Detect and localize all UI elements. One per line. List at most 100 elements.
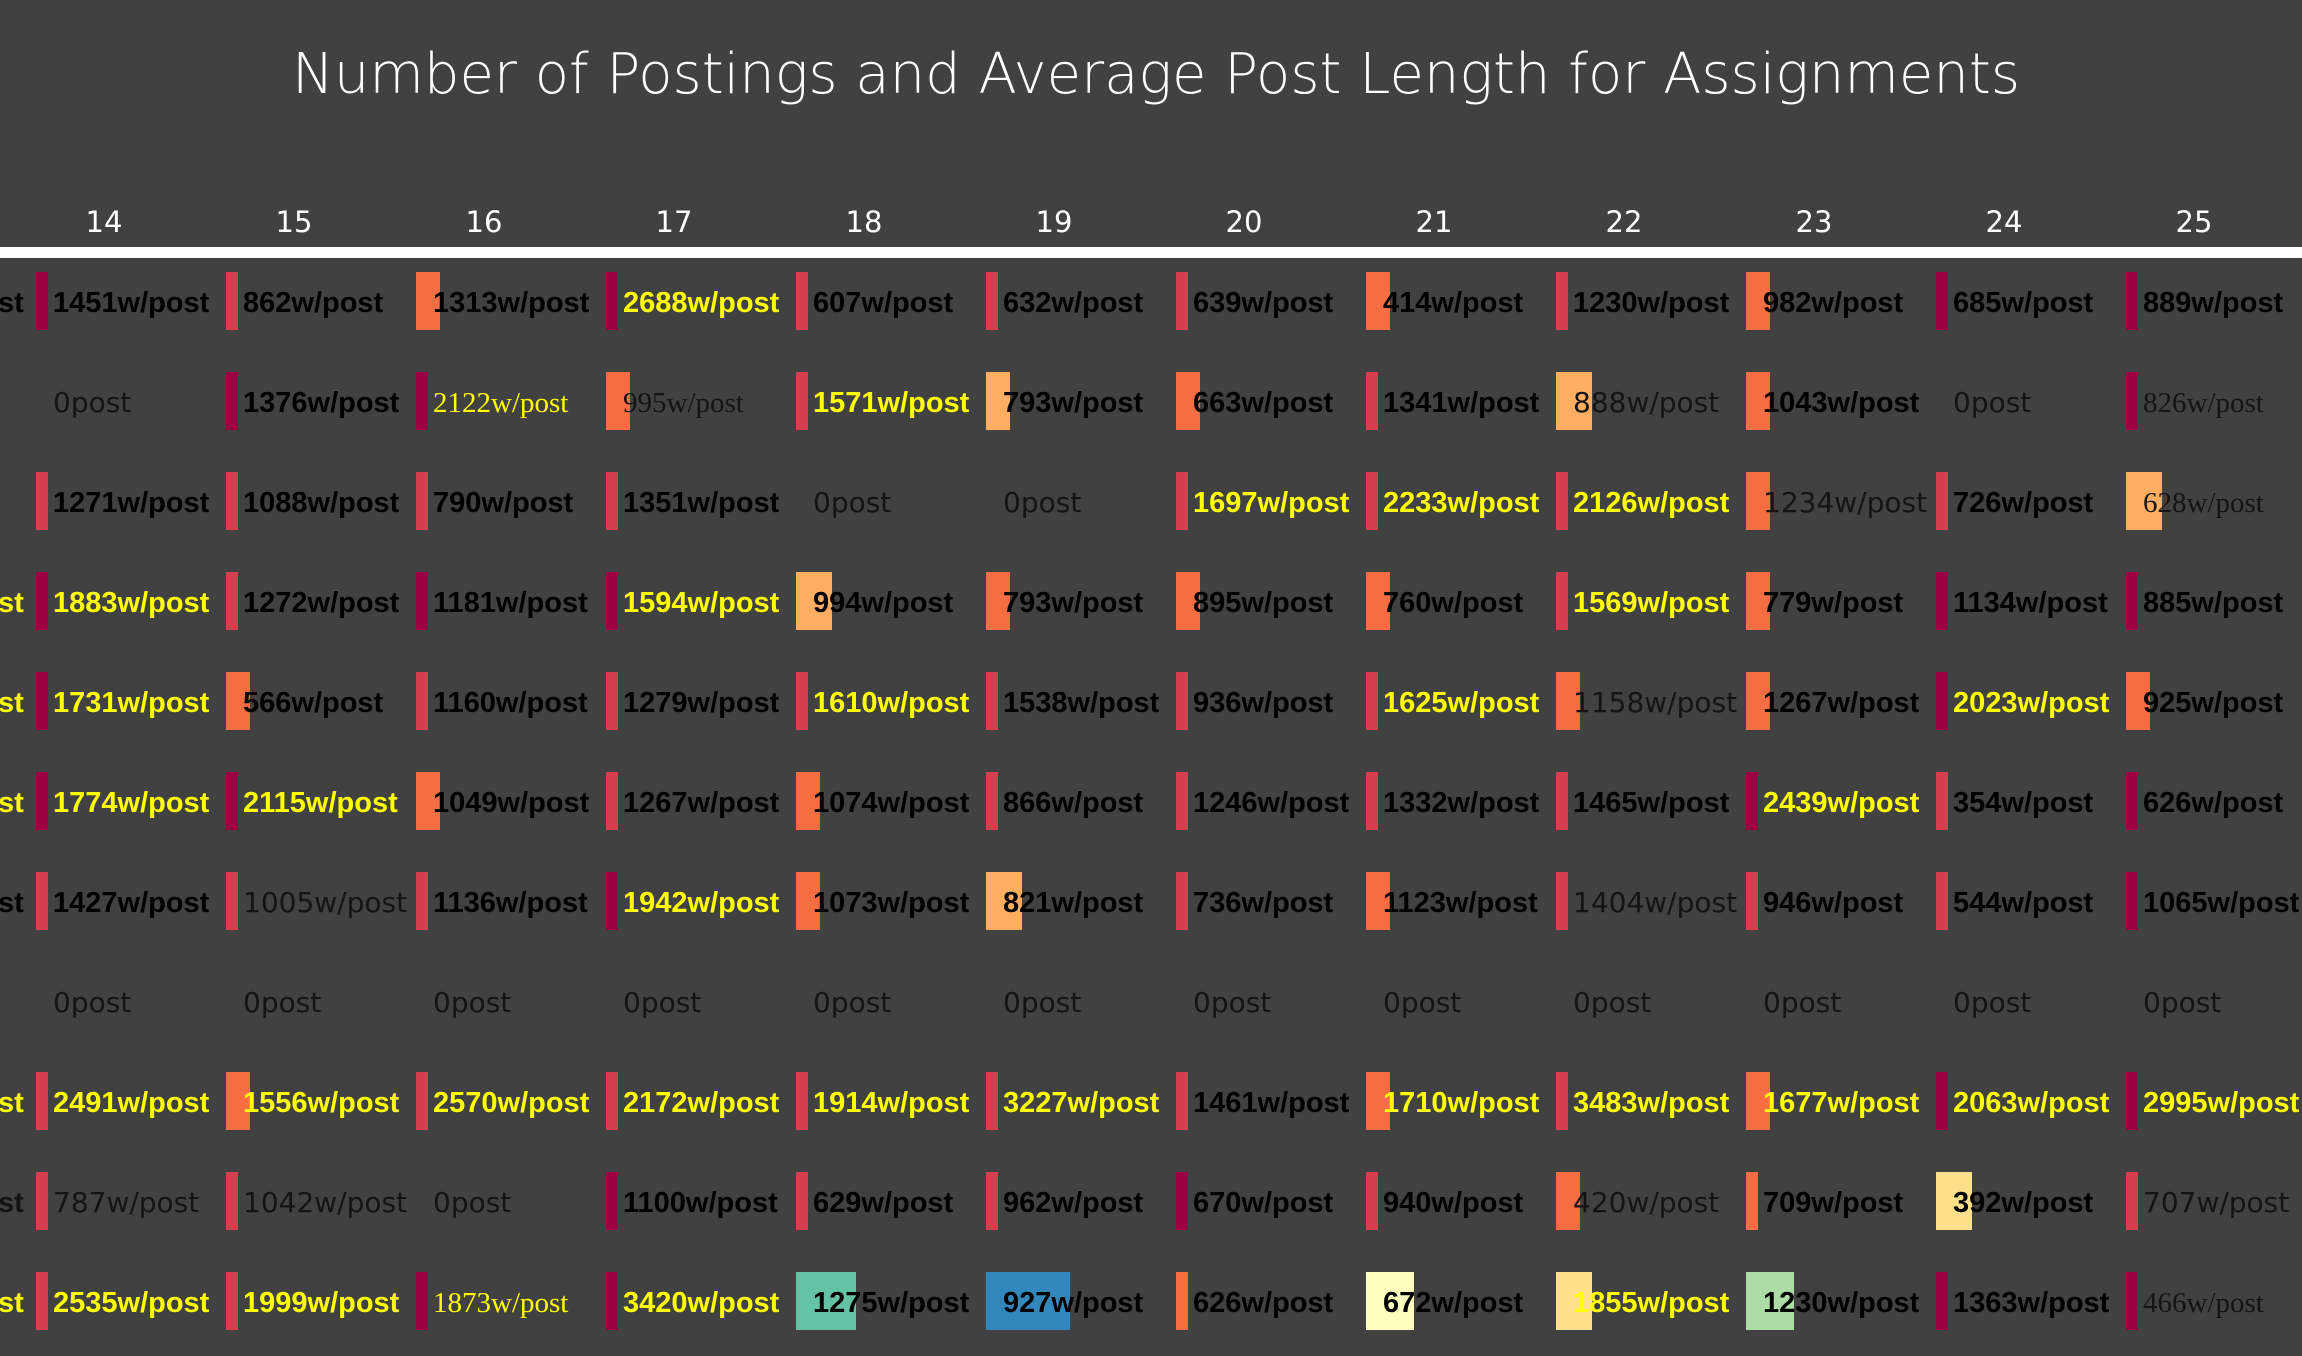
cell-bar (226, 772, 238, 830)
cell-bar (1746, 1272, 1794, 1330)
cell-label: 1074w/post (813, 787, 970, 819)
cell-label: 420w/post (1573, 1186, 1719, 1219)
cell-bar (416, 1072, 428, 1130)
column-header-18: 18 (846, 205, 883, 239)
cell-label: 663w/post (1193, 387, 1334, 419)
column-header-16: 16 (466, 205, 503, 239)
cell-bar (1746, 772, 1758, 830)
cell-label: 607w/post (813, 287, 954, 319)
cell-label: 1332w/post (1383, 787, 1540, 819)
cell-label: 1569w/post (1573, 587, 1730, 619)
cell-bar (986, 1072, 998, 1130)
cell-bar (36, 872, 48, 930)
cell-bar (1746, 272, 1770, 330)
cell-label: 544w/post (1953, 887, 2094, 919)
cell-bar (1556, 672, 1580, 730)
cell-bar (796, 572, 832, 630)
cell-bar (606, 372, 630, 430)
column-header-23: 23 (1796, 205, 1833, 239)
cell-label: 0post (433, 986, 511, 1019)
cell-label: 2491w/post (53, 1087, 210, 1119)
cell-bar (606, 772, 618, 830)
cell-bar (226, 472, 238, 530)
cell-bar (1746, 872, 1758, 930)
cell-bar (986, 372, 1010, 430)
cell-bar (1176, 672, 1188, 730)
column-header-22: 22 (1606, 205, 1643, 239)
cell-bar (1366, 1272, 1414, 1330)
cell-label: 1049w/post (433, 787, 590, 819)
cell-label: 1351w/post (623, 487, 780, 519)
cell-label: 626w/post (2143, 787, 2284, 819)
cell-bar (1936, 772, 1948, 830)
cell-label: 0post (53, 986, 131, 1019)
cell-label: 0post (813, 486, 891, 519)
cell-label: 1625w/post (1383, 687, 1540, 719)
cell-bar (606, 1072, 618, 1130)
cell-label: 1134w/post (1953, 587, 2108, 619)
cell-label: 2570w/post (433, 1087, 590, 1119)
cut-cell-label: st (0, 587, 24, 619)
cell-bar (36, 772, 48, 830)
cell-label: 2535w/post (53, 1287, 210, 1319)
cell-label: 629w/post (813, 1187, 954, 1219)
cell-label: 1427w/post (53, 887, 210, 919)
cell-label: 1461w/post (1193, 1087, 1350, 1119)
cell-label: 1594w/post (623, 587, 780, 619)
cell-bar (606, 672, 618, 730)
cell-label: 888w/post (1573, 386, 1719, 419)
cell-label: 0post (1953, 986, 2031, 1019)
cell-label: 2172w/post (623, 1087, 780, 1119)
cell-bar (36, 272, 48, 330)
cell-bar (226, 872, 238, 930)
cell-label: 1774w/post (53, 787, 210, 819)
cell-bar (986, 772, 998, 830)
cell-label: 632w/post (1003, 287, 1144, 319)
cell-label: 1160w/post (433, 687, 588, 719)
cell-label: 0post (1193, 986, 1271, 1019)
cell-label: 1451w/post (53, 287, 210, 319)
cell-bar (1176, 872, 1188, 930)
cell-bar (986, 672, 998, 730)
cut-cell-label: st (0, 1187, 24, 1219)
cell-bar (1176, 472, 1188, 530)
cell-label: 1230w/post (1573, 287, 1730, 319)
cell-label: 1883w/post (53, 587, 210, 619)
cell-bar (416, 1272, 428, 1330)
cell-bar (1176, 272, 1188, 330)
cell-label: 670w/post (1193, 1187, 1334, 1219)
cell-label: 726w/post (1953, 487, 2094, 519)
cell-label: 994w/post (813, 587, 954, 619)
cell-bar (226, 1172, 238, 1230)
cell-bar (1556, 572, 1568, 630)
column-header-14: 14 (86, 205, 123, 239)
cell-label: 354w/post (1953, 787, 2094, 819)
cell-label: 1073w/post (813, 887, 970, 919)
cell-label: 1855w/post (1573, 1287, 1730, 1319)
cell-label: 1123w/post (1383, 887, 1538, 919)
cell-bar (416, 372, 428, 430)
column-header-20: 20 (1226, 205, 1263, 239)
cut-cell-label: st (0, 687, 24, 719)
cell-bar (606, 1272, 618, 1330)
cell-label: 3483w/post (1573, 1087, 1730, 1119)
cell-label: 639w/post (1193, 287, 1334, 319)
cell-bar (36, 1072, 48, 1130)
cell-label: 793w/post (1003, 387, 1144, 419)
cell-label: 1999w/post (243, 1287, 400, 1319)
cell-bar (226, 272, 238, 330)
cell-bar (416, 272, 440, 330)
cell-label: 2688w/post (623, 287, 780, 319)
column-header-15: 15 (276, 205, 313, 239)
cell-bar (1936, 1272, 1948, 1330)
cell-label: 0post (243, 986, 321, 1019)
cell-label: 1697w/post (1193, 487, 1350, 519)
cell-label: 736w/post (1193, 887, 1334, 919)
cell-label: 2439w/post (1763, 787, 1920, 819)
cell-label: 1571w/post (813, 387, 970, 419)
cell-bar (1556, 772, 1568, 830)
cell-label: 626w/post (1193, 1287, 1334, 1319)
